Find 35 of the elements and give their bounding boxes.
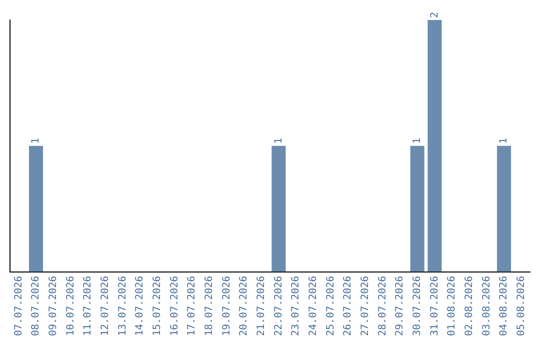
x-tick-label: 13.07.2026 [117, 276, 128, 336]
data-label: 1 [30, 138, 42, 144]
x-tick-label: 08.07.2026 [30, 276, 42, 336]
x-tick-label: 23.07.2026 [290, 276, 302, 336]
x-tick-label: 31.07.2026 [429, 276, 440, 336]
x-tick-label: 19.07.2026 [221, 276, 232, 336]
x-tick-label: 24.07.2026 [308, 276, 319, 336]
data-label: 2 [429, 12, 440, 18]
x-tick-label: 04.08.2026 [498, 276, 510, 336]
x-tick-label: 26.07.2026 [342, 276, 354, 336]
x-tick-label: 30.07.2026 [412, 276, 423, 336]
x-tick-label: 09.07.2026 [48, 276, 59, 336]
x-tick-label: 20.07.2026 [238, 276, 250, 336]
data-label: 1 [498, 138, 510, 144]
x-tick-label: 16.07.2026 [169, 276, 180, 336]
x-tick-label: 03.08.2026 [481, 276, 492, 336]
x-tick-label: 27.07.2026 [360, 276, 371, 336]
x-tick-label: 05.08.2026 [516, 276, 527, 336]
x-tick-label: 22.07.2026 [273, 276, 284, 336]
x-tick-label: 10.07.2026 [65, 276, 76, 336]
x-tick-label: 29.07.2026 [394, 276, 406, 336]
x-tick-label: 17.07.2026 [186, 276, 198, 336]
x-tick-label: 15.07.2026 [152, 276, 163, 336]
x-tick-label: 12.07.2026 [100, 276, 111, 336]
x-tick-label: 01.08.2026 [446, 276, 458, 336]
x-tick-label: 07.07.2026 [13, 276, 24, 336]
x-tick-label: 21.07.2026 [256, 276, 267, 336]
x-tick-label: 25.07.2026 [325, 276, 336, 336]
x-tick-label: 18.07.2026 [204, 276, 215, 336]
x-tick-label: 14.07.2026 [134, 276, 146, 336]
x-tick-label: 11.07.2026 [82, 276, 94, 336]
x-tick-label: 02.08.2026 [464, 276, 475, 336]
x-tick-label: 28.07.2026 [377, 276, 388, 336]
data-label: 1 [412, 138, 423, 144]
data-label: 1 [273, 138, 284, 144]
